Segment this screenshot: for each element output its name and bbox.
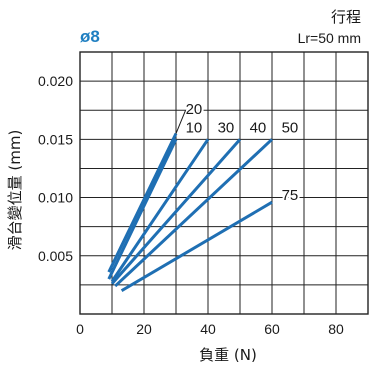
x-tick-label: 40: [200, 321, 216, 337]
y-axis-title: 滑台變位量 (mm): [6, 130, 24, 251]
series-layer: [107, 132, 274, 293]
series-line-75: [120, 200, 273, 293]
y-tick-label: 0.010: [38, 190, 73, 206]
series-line-30: [110, 138, 210, 283]
series-label-leader: [175, 110, 187, 134]
stroke-value: Lr=50 mm: [298, 30, 361, 46]
y-tick-label: 0.005: [38, 248, 73, 264]
series-line-40: [110, 138, 242, 285]
series-label-20: 20: [186, 101, 203, 118]
series-line-10: [107, 138, 178, 280]
size-label: ø8: [80, 27, 100, 46]
x-tick-label: 0: [76, 321, 84, 337]
y-tick-label: 0.020: [38, 73, 73, 89]
x-tick-label: 60: [264, 321, 280, 337]
x-axis-title: 負重 (N): [199, 346, 257, 364]
annotation-layer: 20 10 30 40 50 75: [175, 99, 300, 206]
tick-layer: 0 20 40 60 80 0.005 0.010 0.015 0.020: [38, 73, 344, 337]
y-tick-label: 0.015: [38, 131, 73, 147]
series-label-10: 10: [186, 120, 203, 137]
series-label-30: 30: [218, 120, 235, 137]
grid-layer: [79, 51, 369, 315]
stroke-title: 行程: [331, 8, 361, 26]
plot-frame: [79, 51, 369, 315]
series-label-75: 75: [282, 187, 299, 204]
series-label-50: 50: [282, 120, 299, 137]
series-line-20: [107, 132, 178, 273]
x-tick-label: 20: [136, 321, 152, 337]
series-line-50: [114, 138, 274, 288]
series-label-40: 40: [250, 120, 267, 137]
x-tick-label: 80: [328, 321, 344, 337]
